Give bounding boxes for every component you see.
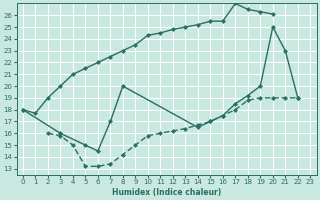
X-axis label: Humidex (Indice chaleur): Humidex (Indice chaleur) — [112, 188, 221, 197]
